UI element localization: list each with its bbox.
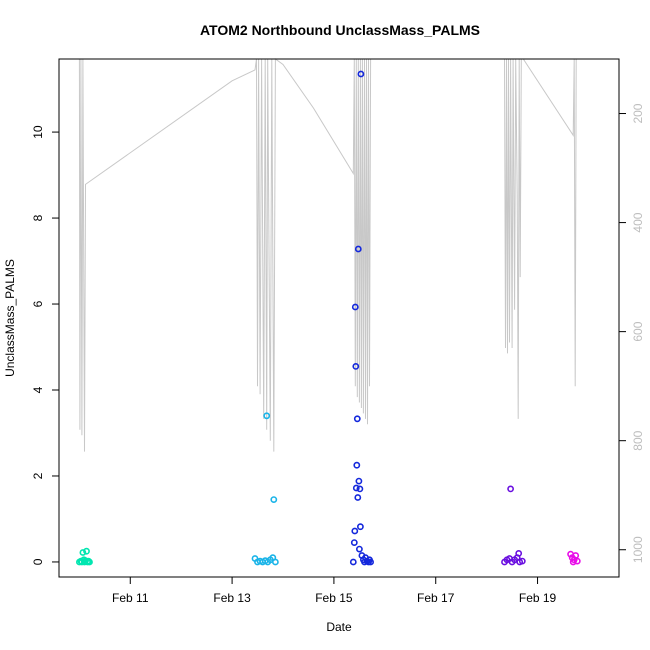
- data-point: [353, 415, 361, 423]
- x-tick-label: Feb 15: [315, 591, 353, 605]
- data-point: [79, 549, 87, 556]
- data-point: [351, 303, 359, 311]
- data-point: [355, 545, 363, 553]
- x-tick-label: Feb 17: [417, 591, 455, 605]
- data-point: [263, 412, 271, 420]
- data-point: [352, 362, 360, 370]
- data-point: [353, 461, 361, 469]
- x-tick-label: Feb 11: [112, 591, 149, 605]
- y-tick-label: 6: [31, 300, 45, 307]
- altitude-line: [78, 58, 577, 452]
- data-point: [367, 558, 374, 566]
- data-points-layer: [76, 70, 581, 566]
- y-axis: 0 2 4 6 8 10: [31, 125, 60, 565]
- y2-tick-label: 1000: [631, 536, 645, 563]
- data-point: [572, 552, 580, 559]
- y-tick-label: 8: [31, 214, 45, 221]
- chart-title: ATOM2 Northbound UnclassMass_PALMS: [200, 22, 480, 38]
- data-point: [270, 496, 278, 503]
- y-tick-label: 2: [31, 472, 45, 479]
- y-axis-label: UnclassMass_PALMS: [3, 259, 17, 377]
- x-axis-label: Date: [326, 620, 352, 634]
- y-tick-label: 10: [31, 125, 45, 139]
- data-point: [518, 557, 526, 565]
- data-point: [83, 547, 90, 555]
- data-point: [356, 485, 364, 493]
- data-point: [351, 527, 359, 535]
- y2-tick-label: 800: [631, 430, 645, 450]
- data-point: [507, 485, 514, 493]
- y2-tick-label: 600: [631, 321, 645, 341]
- data-point: [86, 558, 93, 566]
- y2-tick-label: 400: [631, 212, 645, 232]
- y2-axis: 200 400 600 800 1000: [618, 103, 645, 563]
- data-point: [354, 494, 362, 501]
- plot-frame: [58, 58, 620, 578]
- data-point: [349, 558, 357, 566]
- data-point: [352, 484, 360, 492]
- data-point: [573, 557, 581, 565]
- data-point: [515, 550, 523, 557]
- y-tick-label: 0: [31, 558, 45, 565]
- altitude-line-layer: [78, 58, 577, 452]
- data-point: [356, 523, 364, 531]
- data-point: [355, 477, 363, 485]
- data-point: [271, 558, 279, 566]
- data-point: [350, 539, 358, 546]
- y2-tick-label: 200: [631, 103, 645, 123]
- x-tick-label: Feb 19: [519, 591, 557, 605]
- x-axis: Feb 11 Feb 13 Feb 15 Feb 17 Feb 19: [112, 576, 557, 605]
- data-point: [357, 70, 365, 78]
- data-point: [354, 245, 362, 253]
- x-tick-label: Feb 13: [213, 591, 251, 605]
- y-tick-label: 4: [31, 386, 45, 393]
